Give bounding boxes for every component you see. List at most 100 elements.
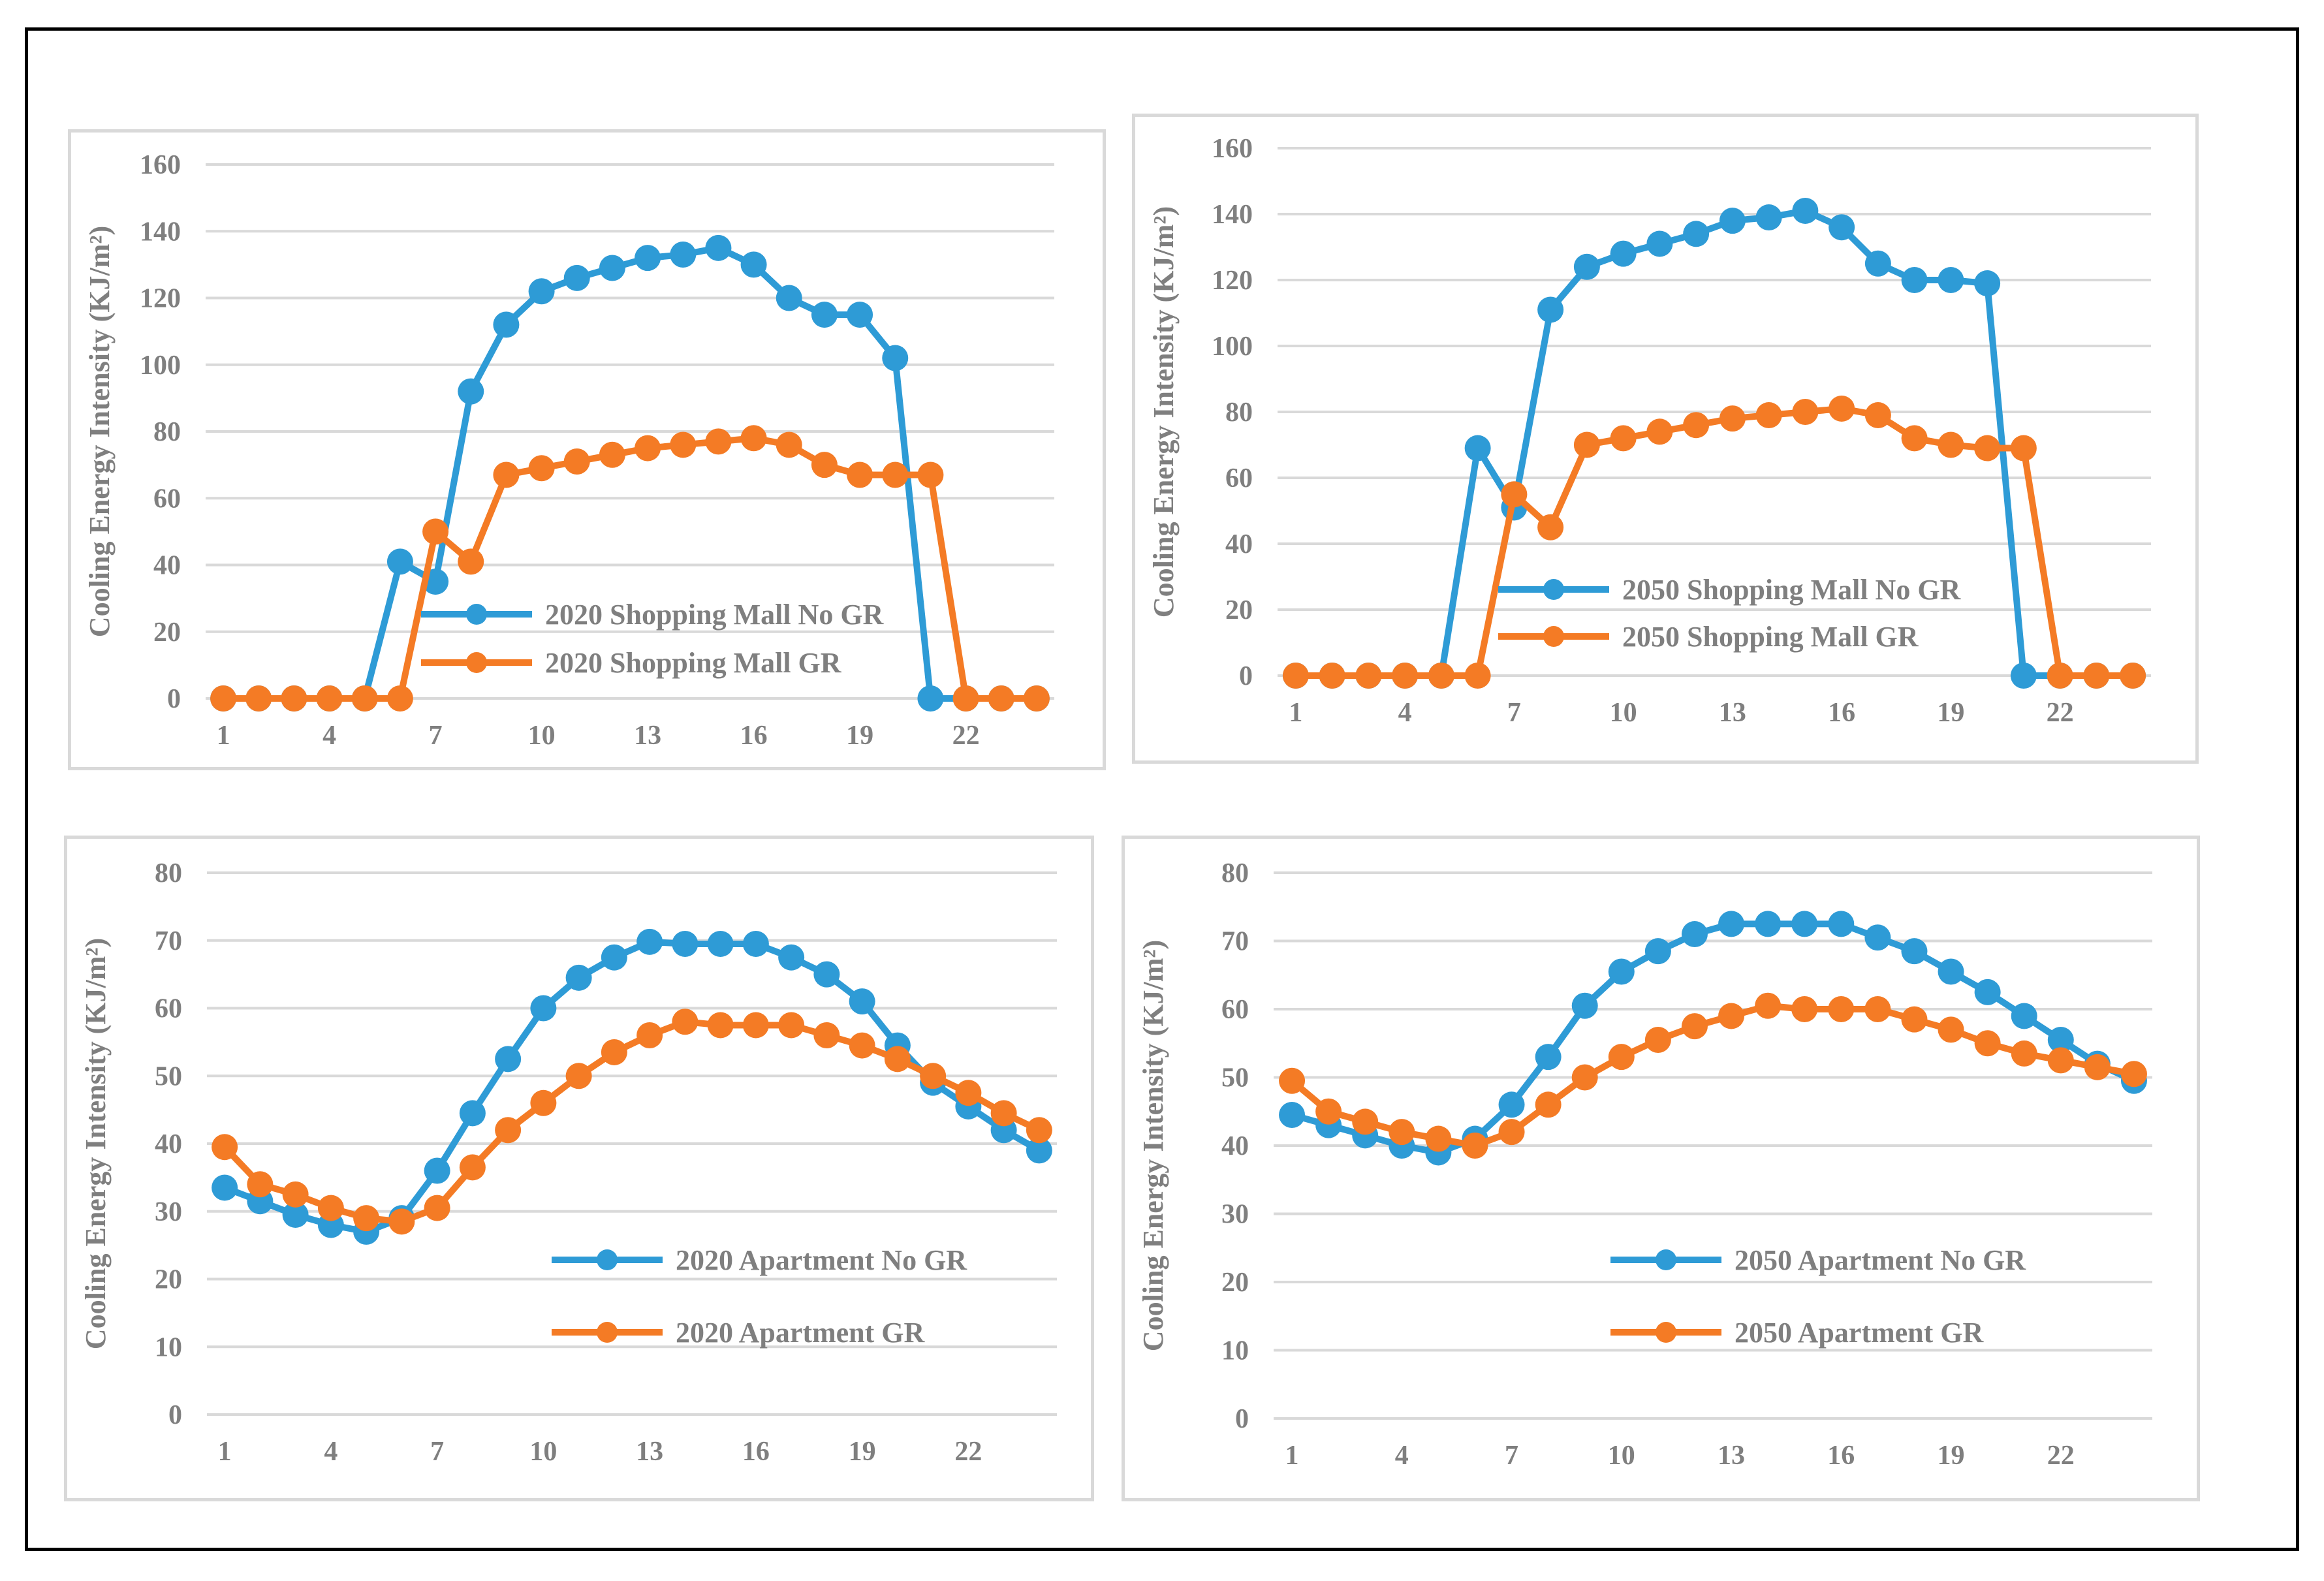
data-point-gr [1279,1067,1306,1094]
data-point-no-gr [1719,208,1746,234]
data-point-gr [1501,481,1528,508]
data-point-gr [210,685,237,712]
data-point-gr [672,1009,699,1035]
data-point-no-gr [1718,911,1745,937]
data-point-no-gr [1864,250,1891,277]
data-point-gr [1026,1117,1052,1144]
y-tick-label: 40 [1225,529,1253,559]
y-tick-label: 20 [1221,1268,1249,1298]
y-axis-label: Cooling Energy Intensity (KJ/m²) [1137,940,1169,1351]
data-point-gr [670,431,697,458]
figure-frame [25,27,2299,1551]
y-tick-label: 20 [155,1265,182,1295]
data-point-gr [811,452,838,478]
y-tick-label: 20 [1225,595,1253,625]
series-line-no-gr [223,938,1041,1235]
y-tick-label: 50 [1221,1063,1249,1093]
data-point-gr [530,1089,557,1116]
data-point-gr [849,1032,875,1059]
data-point-no-gr [742,930,769,957]
data-point-gr [1498,1119,1525,1146]
x-tick-label: 7 [1505,1441,1518,1471]
data-point-no-gr [1974,978,2001,1005]
data-point-gr [1901,1006,1928,1033]
data-point-gr [1829,395,1855,422]
y-tick-label: 0 [168,1400,182,1430]
data-point-gr [1355,663,1382,689]
legend-label: 2050 Shopping Mall No GR [1622,574,1962,606]
chart-svg: 0 20 40 60 80 100 120 140 160 1 4 7 10 13 16 19 22 Coolin… [84,150,1054,751]
data-point-gr [1828,996,1855,1022]
data-point-no-gr [599,255,625,281]
y-tick-label: 70 [1221,927,1249,957]
legend-label: 2050 Apartment No GR [1735,1244,2026,1276]
x-tick-label: 7 [1507,698,1521,728]
series-line-gr [222,1018,1041,1225]
x-tick-label: 10 [528,721,556,751]
data-point-gr [1646,418,1673,445]
data-point-gr [1755,992,1782,1019]
y-tick-label: 40 [153,551,181,581]
data-point-gr [495,1117,522,1144]
y-tick-label: 40 [1221,1131,1249,1161]
legend-marker [466,604,487,625]
data-point-gr [2011,1040,2037,1067]
data-point-no-gr [1610,240,1637,267]
y-tick-label: 160 [140,150,181,180]
data-point-gr [247,1171,274,1198]
x-tick-label: 16 [1827,1441,1855,1471]
legend-marker [466,652,487,673]
data-point-gr [1537,514,1564,540]
y-axis-label: Cooling Energy Intensity (KJ/m²) [84,226,116,637]
data-point-gr [1864,996,1891,1022]
data-point-no-gr [670,242,697,268]
x-tick-label: 4 [1398,698,1412,728]
data-point-gr [1755,402,1782,429]
data-point-gr [2047,1047,2074,1074]
y-tick-label: 60 [1221,995,1249,1025]
data-point-no-gr [1864,924,1891,951]
data-point-no-gr [1938,267,1964,293]
data-point-no-gr [528,278,555,305]
legend-marker [597,1322,618,1343]
x-tick-label: 19 [1938,1441,1965,1471]
data-point-no-gr [1792,197,1819,224]
data-point-gr [317,1195,344,1221]
data-point-no-gr [1644,938,1671,965]
data-point-gr [1644,1027,1671,1054]
data-point-gr [955,1080,982,1106]
data-point-gr [2120,1061,2147,1088]
y-tick-label: 100 [1212,332,1253,362]
data-point-no-gr [636,928,663,955]
data-point-gr [353,1205,380,1232]
chart-svg: 0 20 40 60 80 100 120 140 160 1 4 7 10 13 16 19 22 Coolin… [1148,134,2151,728]
legend-label: 2020 Shopping Mall GR [545,647,842,679]
data-point-gr [2120,663,2146,689]
y-tick-label: 140 [1212,200,1253,230]
data-point-gr [1535,1091,1562,1118]
data-point-no-gr [847,302,873,328]
x-tick-label: 7 [430,1437,444,1467]
data-point-gr [990,1100,1017,1127]
data-point-gr [847,462,873,488]
x-tick-label: 4 [322,721,336,751]
data-point-gr [1683,412,1710,439]
legend-marker [1656,1322,1676,1343]
data-point-gr [952,685,979,712]
data-point-no-gr [1026,1137,1052,1164]
legend-label: 2020 Shopping Mall No GR [545,599,885,631]
data-point-gr [1608,1044,1635,1071]
y-tick-label: 140 [140,217,181,247]
x-tick-label: 22 [952,721,980,751]
data-point-gr [282,1181,309,1208]
data-point-gr [1315,1098,1342,1125]
data-point-gr [563,448,590,475]
data-point-gr [2083,663,2110,689]
data-point-gr [528,455,555,482]
legend-label: 2050 Apartment GR [1735,1317,1985,1349]
data-point-gr [565,1063,592,1089]
x-tick-label: 13 [1719,698,1746,728]
data-point-no-gr [493,311,520,338]
data-point-gr [1462,1133,1488,1159]
series-line-gr [1289,1002,2135,1149]
